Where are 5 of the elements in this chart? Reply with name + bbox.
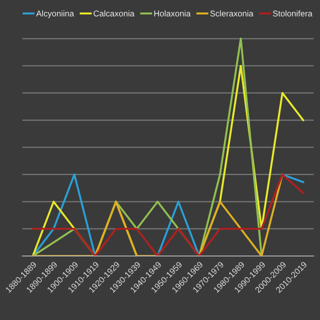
- legend-label: Stolonifera: [272, 10, 312, 16]
- legend-label: Alcyoniina: [36, 10, 74, 18]
- legend-label: Calcaxonia: [94, 10, 134, 16]
- legend-label: Scleraxonia: [210, 10, 254, 16]
- legend-label: Holaxonia: [154, 10, 191, 16]
